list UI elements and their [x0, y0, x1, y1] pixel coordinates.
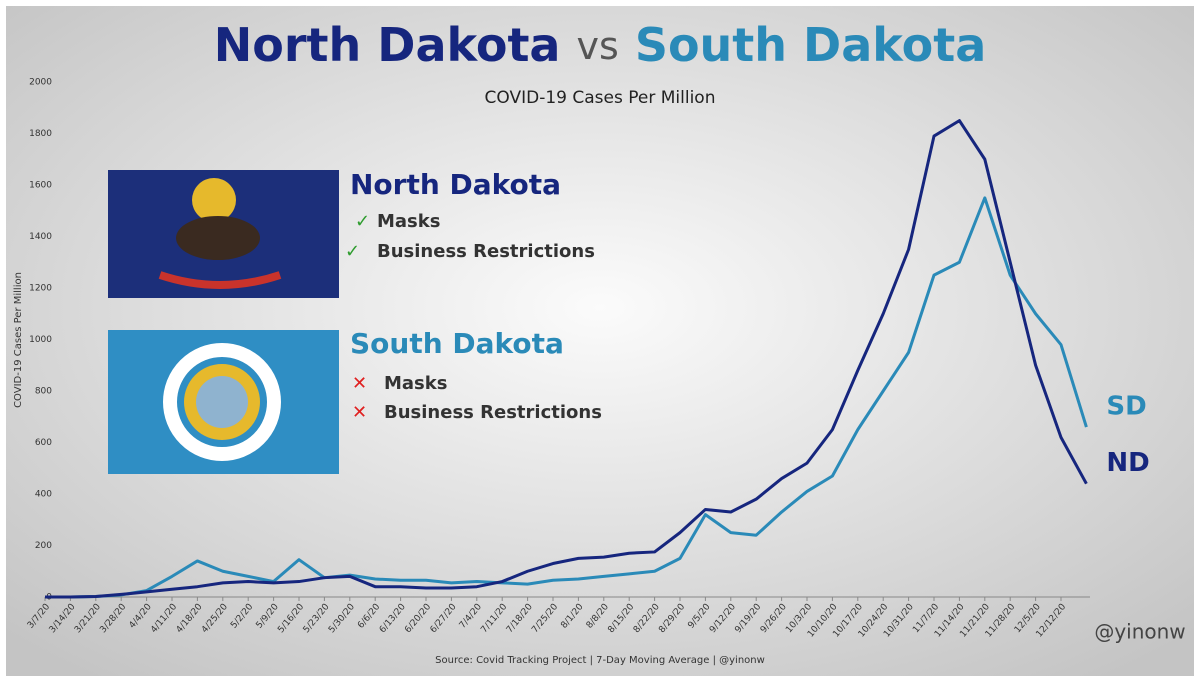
y-tick-label: 200	[35, 541, 52, 551]
y-tick-label: 1400	[29, 232, 52, 242]
check-icon: ✓	[355, 211, 370, 232]
subtitle: COVID-19 Cases Per Million	[485, 88, 716, 108]
y-axis-label: COVID-19 Cases Per Million	[13, 272, 24, 408]
y-tick-label: 400	[35, 490, 52, 500]
source: Source: Covid Tracking Project | 7-Day M…	[435, 655, 765, 666]
sd-flag	[108, 330, 339, 474]
title-part: North Dakota	[214, 18, 561, 72]
check-icon: ✓	[345, 241, 360, 262]
chart-title: North Dakota vs South Dakota	[214, 18, 987, 72]
panel-item: Business Restrictions	[384, 402, 602, 423]
title-part: vs	[577, 24, 619, 68]
panel-item: Masks	[384, 373, 447, 394]
nd-flag	[108, 170, 339, 298]
series-end-label: ND	[1106, 448, 1149, 478]
panel-heading: North Dakota	[350, 168, 561, 201]
panel-item: Business Restrictions	[377, 241, 595, 262]
watermark: @yinonw	[1094, 620, 1185, 644]
title-part: South Dakota	[635, 18, 986, 72]
panel-heading: South Dakota	[350, 327, 564, 360]
series-line	[45, 196, 1088, 599]
y-tick-label: 600	[35, 438, 52, 448]
y-tick-label: 1800	[29, 129, 52, 139]
series-end-label: SD	[1106, 392, 1146, 422]
y-tick-label: 800	[35, 387, 52, 397]
y-tick-label: 1600	[29, 181, 52, 191]
panel-item: Masks	[377, 211, 440, 232]
y-tick-label: 1200	[29, 284, 52, 294]
series-line	[45, 119, 1088, 599]
cross-icon: ✕	[352, 402, 367, 423]
y-tick-label: 2000	[29, 78, 52, 88]
cross-icon: ✕	[352, 373, 367, 394]
y-tick-label: 1000	[29, 335, 52, 345]
